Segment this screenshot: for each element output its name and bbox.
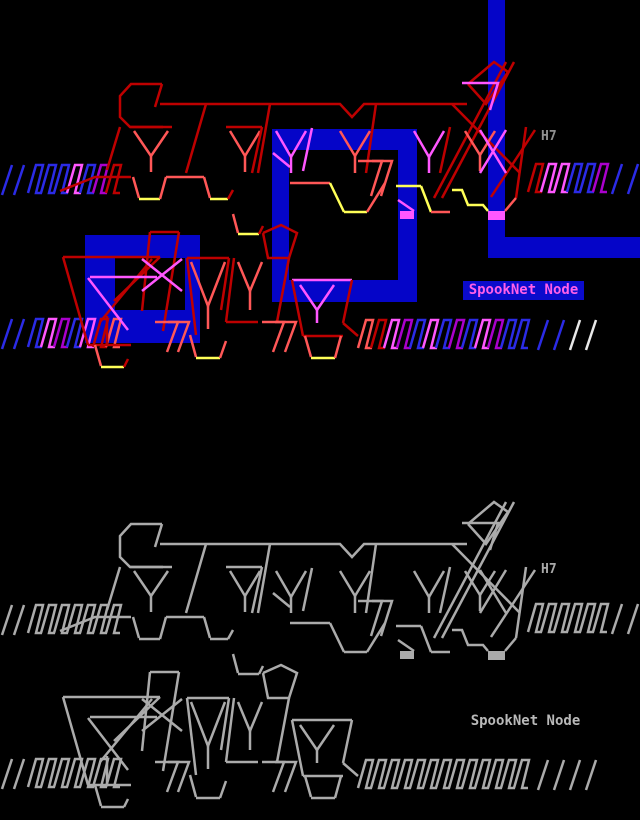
spooknet-node-label-top: SpookNet Node xyxy=(463,281,584,300)
artist-signature-h7-bottom: H7 xyxy=(541,562,557,577)
artist-signature-h7-top: H7 xyxy=(541,129,557,144)
spooknet-node-label-bottom: SpookNet Node xyxy=(470,713,581,729)
